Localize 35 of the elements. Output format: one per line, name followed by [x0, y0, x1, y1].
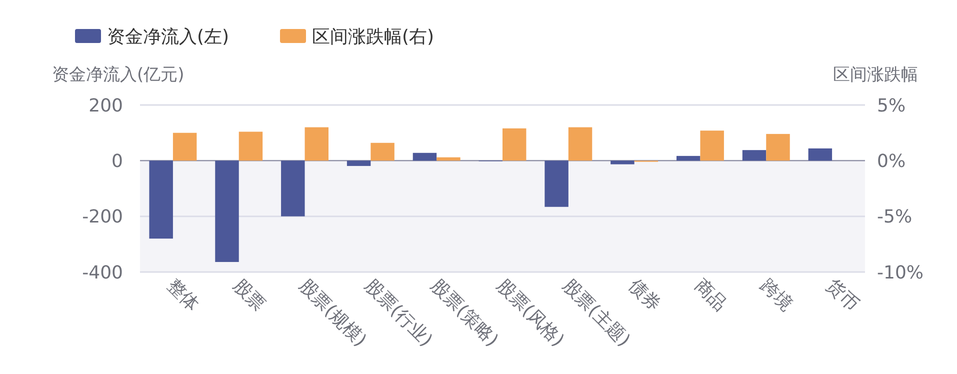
- legend-label: 区间涨跌幅(右): [312, 26, 434, 48]
- x-tick-label: 跨境: [756, 275, 796, 316]
- y2-tick-label: -5%: [877, 206, 912, 228]
- bar: [370, 142, 394, 161]
- x-tick-label: 股票: [228, 275, 270, 316]
- legend-label: 资金净流入(左): [107, 26, 230, 48]
- bar: [568, 127, 592, 161]
- y-tick-label: 0: [112, 150, 123, 172]
- bar: [238, 132, 263, 161]
- bar: [610, 160, 634, 164]
- y2-axis-title: 区间涨跌幅: [833, 65, 918, 85]
- bar: [700, 130, 724, 161]
- y-axis-title: 资金净流入(亿元): [52, 65, 184, 85]
- bar: [281, 160, 305, 216]
- bar: [412, 152, 437, 161]
- x-tick-label: 货币: [822, 275, 862, 316]
- y-tick-label: -200: [82, 206, 123, 228]
- bar: [346, 160, 371, 166]
- x-tick-label: 商品: [690, 275, 731, 316]
- y2-tick-label: 5%: [877, 95, 906, 116]
- bar: [808, 148, 832, 161]
- bar: [149, 160, 173, 239]
- bar: [766, 134, 790, 161]
- bar: [304, 127, 328, 161]
- bar: [502, 128, 526, 161]
- x-tick-label: 债券: [624, 275, 665, 316]
- bar: [215, 160, 239, 262]
- y2-tick-label: 0%: [877, 150, 906, 172]
- y-tick-label: 200: [88, 95, 123, 116]
- x-tick-label: 整体: [162, 275, 204, 316]
- bar: [172, 132, 197, 161]
- y-tick-label: -400: [82, 262, 123, 284]
- bar: [676, 156, 700, 161]
- bar: [544, 160, 568, 207]
- y2-tick-label: -10%: [877, 262, 924, 284]
